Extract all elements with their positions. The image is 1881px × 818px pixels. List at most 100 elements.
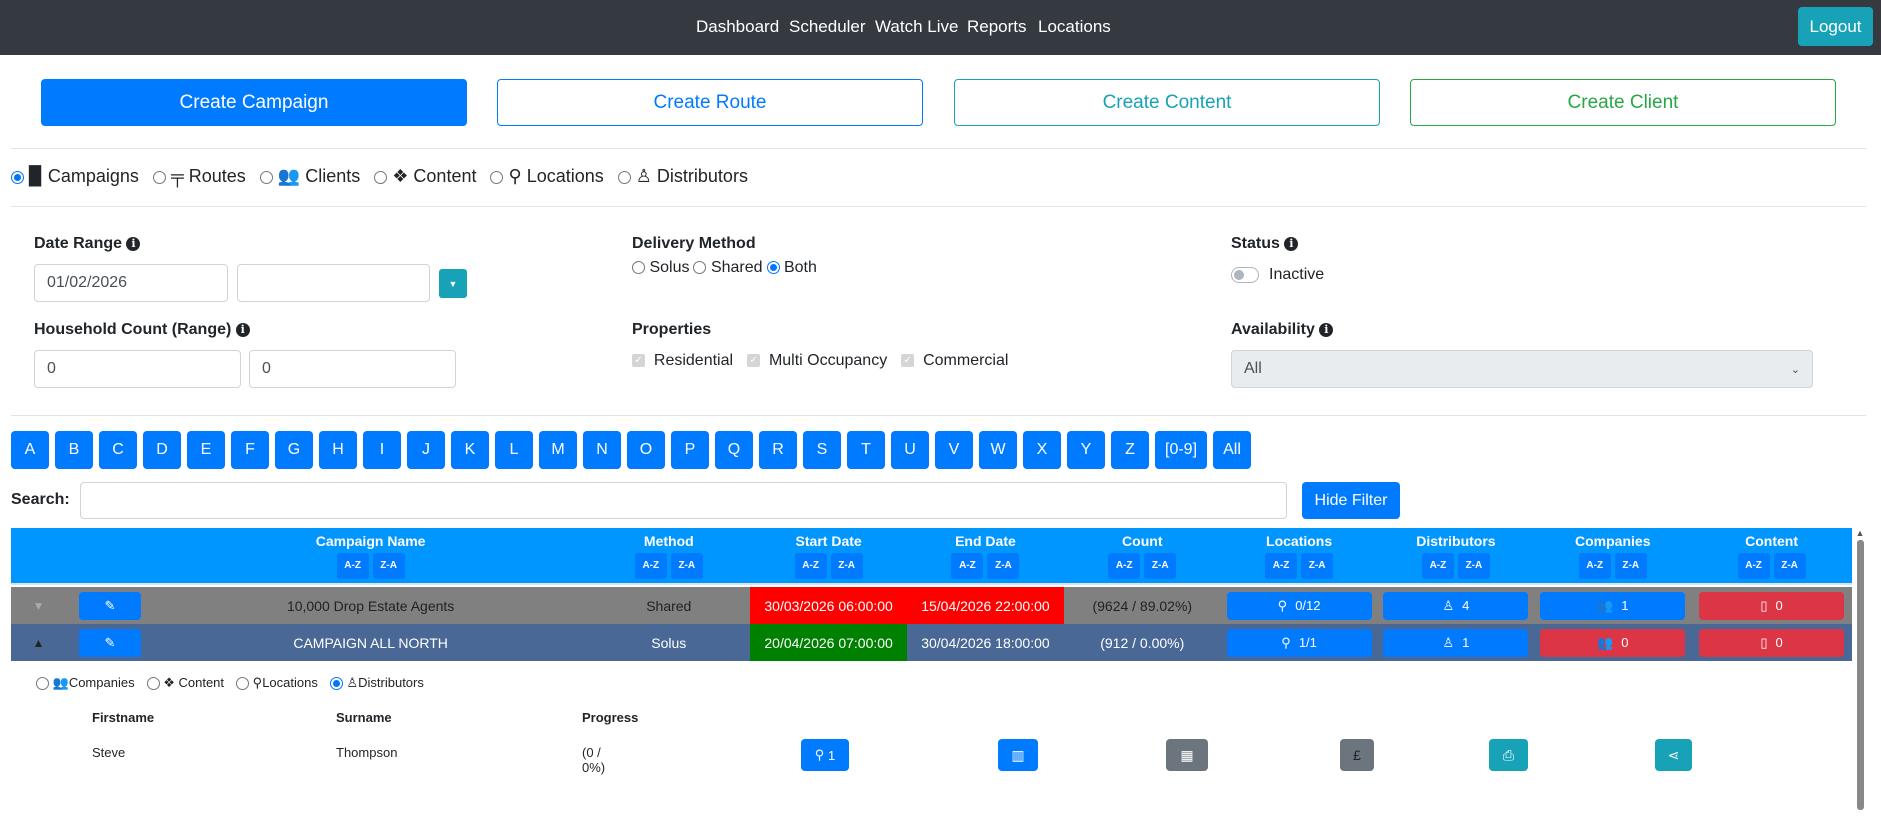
sort-asc-button[interactable]: A-Z [1108, 552, 1141, 579]
sort-desc-button[interactable]: Z-A [1614, 552, 1647, 579]
info-icon[interactable]: i [1319, 323, 1334, 337]
sort-desc-button[interactable]: Z-A [1457, 552, 1490, 579]
content-button[interactable]: ▯ 0 [1699, 628, 1845, 657]
sort-asc-button[interactable]: A-Z [336, 552, 369, 579]
sort-desc-button[interactable]: Z-A [670, 552, 703, 579]
expand-arrow-icon[interactable]: ▼ [32, 598, 45, 613]
sort-asc-button[interactable]: A-Z [1421, 552, 1454, 579]
locations-button[interactable]: ⚲ 1/1 [1226, 628, 1372, 657]
detail-tab-distributors[interactable]: ♙Distributors [329, 675, 424, 691]
letter-filter-button[interactable]: I [363, 431, 401, 469]
letter-filter-button[interactable]: G [275, 431, 313, 469]
letter-filter-button[interactable]: E [187, 431, 225, 469]
letter-filter-button[interactable]: [0-9] [1155, 431, 1208, 469]
sort-asc-button[interactable]: A-Z [1578, 552, 1611, 579]
sort-asc-button[interactable]: A-Z [1737, 552, 1770, 579]
sort-asc-button[interactable]: A-Z [951, 552, 984, 579]
sort-asc-button[interactable]: A-Z [1265, 552, 1298, 579]
letter-filter-button[interactable]: All [1213, 431, 1252, 469]
distributors-button[interactable]: ♙ 4 [1383, 591, 1529, 620]
hide-filter-button[interactable]: Hide Filter [1302, 482, 1400, 519]
distributor-locations-button[interactable]: ⚲ 1 [801, 739, 849, 771]
table-row[interactable]: ▼ ✎ 10,000 Drop Estate Agents Shared 30/03/2… [11, 587, 1852, 624]
sort-desc-button[interactable]: Z-A [1773, 552, 1806, 579]
create-route-button[interactable]: Create Route [497, 79, 923, 126]
letter-filter-button[interactable]: C [99, 431, 137, 469]
create-client-button[interactable]: Create Client [1410, 79, 1836, 126]
delivery-both[interactable]: Both [766, 259, 817, 277]
availability-select[interactable]: All ⌄ [1231, 350, 1813, 388]
locations-button[interactable]: ⚲ 0/12 [1226, 591, 1372, 620]
date-to-input[interactable] [237, 264, 430, 302]
nav-watch-live[interactable]: Watch Live [875, 17, 959, 36]
letter-filter-button[interactable]: A [11, 431, 49, 469]
view-campaigns[interactable]: ▉ Campaigns [11, 166, 139, 187]
companies-button[interactable]: 👥 1 [1540, 591, 1686, 620]
sort-asc-button[interactable]: A-Z [634, 552, 667, 579]
view-distributors[interactable]: ♙ Distributors [617, 166, 748, 187]
letter-filter-button[interactable]: H [319, 431, 357, 469]
info-icon[interactable]: i [235, 323, 250, 337]
view-locations[interactable]: ⚲ Locations [490, 166, 604, 187]
nav-dashboard[interactable]: Dashboard [696, 17, 780, 36]
date-from-input[interactable]: 01/02/2026 [34, 264, 228, 302]
info-icon[interactable]: i [1284, 237, 1299, 251]
date-dropdown-button[interactable]: ▼ [439, 269, 467, 298]
table-row[interactable]: ▲ ✎ CAMPAIGN ALL NORTH Solus 20/04/2026 07:0… [11, 624, 1852, 661]
logout-button[interactable]: Logout [1798, 7, 1873, 46]
sort-asc-button[interactable]: A-Z [794, 552, 827, 579]
letter-filter-button[interactable]: J [407, 431, 445, 469]
household-max-input[interactable]: 0 [249, 350, 456, 388]
letter-filter-button[interactable]: S [803, 431, 841, 469]
letter-filter-button[interactable]: O [627, 431, 665, 469]
household-min-input[interactable]: 0 [34, 350, 241, 388]
letter-filter-button[interactable]: M [539, 431, 577, 469]
payment-button[interactable]: £ [1340, 739, 1374, 771]
letter-filter-button[interactable]: W [979, 431, 1017, 469]
letter-filter-button[interactable]: V [935, 431, 973, 469]
sort-desc-button[interactable]: Z-A [372, 552, 405, 579]
stats-button[interactable]: ▦ [1166, 739, 1208, 771]
sort-desc-button[interactable]: Z-A [987, 552, 1020, 579]
view-content[interactable]: ❖ Content [374, 166, 476, 187]
scrollbar[interactable]: ▲ [1854, 528, 1866, 818]
collapse-arrow-icon[interactable]: ▲ [32, 635, 45, 650]
letter-filter-button[interactable]: B [55, 431, 93, 469]
property-commercial[interactable]: ✓ Commercial [901, 352, 1008, 370]
letter-filter-button[interactable]: N [583, 431, 621, 469]
view-clients[interactable]: 👥 Clients [259, 166, 360, 187]
sort-desc-button[interactable]: Z-A [1144, 552, 1177, 579]
status-toggle[interactable]: Inactive [1231, 266, 1324, 284]
delivery-shared[interactable]: Shared [693, 259, 763, 277]
nav-scheduler[interactable]: Scheduler [789, 17, 866, 36]
letter-filter-button[interactable]: Z [1111, 431, 1149, 469]
create-content-button[interactable]: Create Content [954, 79, 1380, 126]
distributors-button[interactable]: ♙ 1 [1383, 628, 1529, 657]
property-residential[interactable]: ✓ Residential [632, 352, 733, 370]
letter-filter-button[interactable]: P [671, 431, 709, 469]
letter-filter-button[interactable]: L [495, 431, 533, 469]
letter-filter-button[interactable]: R [759, 431, 797, 469]
edit-button[interactable]: ✎ [78, 628, 141, 657]
detail-tab-companies[interactable]: 👥Companies [36, 675, 135, 691]
letter-filter-button[interactable]: T [847, 431, 885, 469]
share-button[interactable]: ⋖ [1655, 739, 1692, 771]
letter-filter-button[interactable]: U [891, 431, 929, 469]
property-multi-occupancy[interactable]: ✓ Multi Occupancy [747, 352, 887, 370]
letter-filter-button[interactable]: Q [715, 431, 753, 469]
nav-locations[interactable]: Locations [1038, 17, 1111, 36]
edit-button[interactable]: ✎ [78, 591, 141, 620]
search-input[interactable] [80, 482, 1287, 519]
print-button[interactable]: ⎙ [1489, 739, 1528, 771]
letter-filter-button[interactable]: Y [1067, 431, 1105, 469]
letter-filter-button[interactable]: K [451, 431, 489, 469]
sort-desc-button[interactable]: Z-A [1301, 552, 1334, 579]
map-button[interactable]: ▥ [998, 739, 1038, 771]
letter-filter-button[interactable]: D [143, 431, 181, 469]
detail-tab-locations[interactable]: ⚲Locations [236, 675, 318, 691]
nav-reports[interactable]: Reports [967, 17, 1027, 36]
companies-button[interactable]: 👥 0 [1540, 628, 1686, 657]
letter-filter-button[interactable]: X [1023, 431, 1061, 469]
view-routes[interactable]: ╤ Routes [152, 166, 246, 187]
letter-filter-button[interactable]: F [231, 431, 269, 469]
